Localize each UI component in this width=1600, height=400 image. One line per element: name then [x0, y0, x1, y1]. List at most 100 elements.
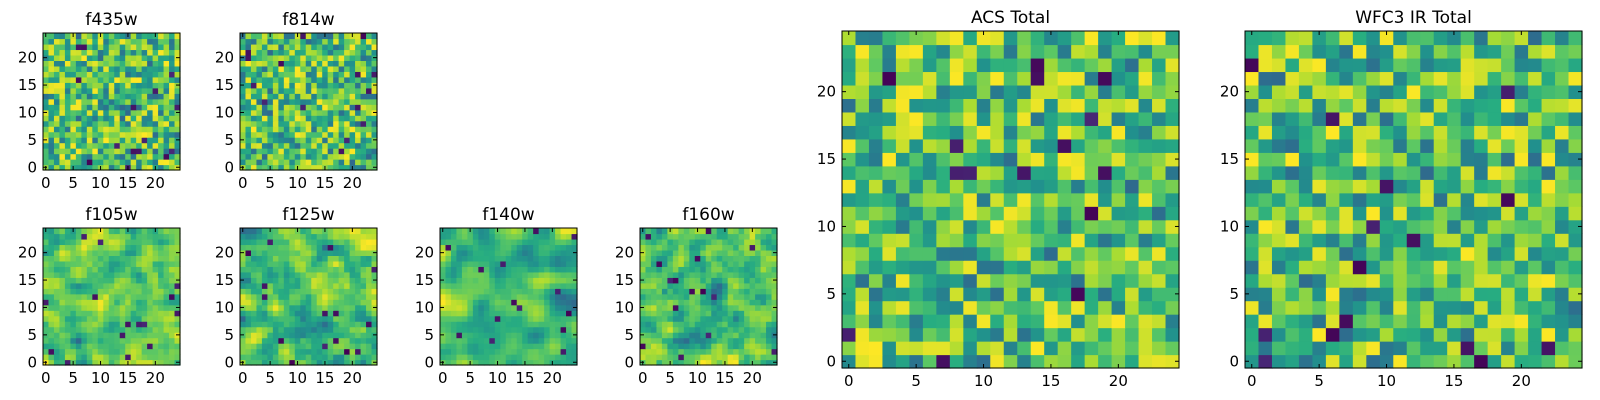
- heatmap-cell: [97, 299, 104, 306]
- heatmap-cell: [522, 271, 529, 278]
- heatmap-cell: [316, 310, 323, 317]
- heatmap-cell: [683, 343, 690, 350]
- heatmap-cell: [59, 315, 66, 322]
- heatmap-cell: [922, 246, 937, 261]
- heatmap-cell: [1030, 192, 1045, 207]
- heatmap-cell: [338, 120, 345, 127]
- heatmap-cell: [771, 238, 778, 246]
- heatmap-cell: [478, 260, 485, 267]
- heatmap-cell: [141, 76, 148, 83]
- heatmap-cell: [75, 348, 82, 355]
- heatmap-cell: [125, 159, 132, 166]
- heatmap-cell: [440, 288, 447, 295]
- heatmap-cell: [678, 255, 685, 262]
- heatmap-cell: [338, 54, 345, 61]
- heatmap-cell: [59, 348, 66, 355]
- heatmap-cell: [936, 314, 951, 329]
- heatmap-cell: [59, 142, 66, 149]
- heatmap-cell: [349, 71, 356, 78]
- heatmap-cell: [245, 337, 252, 344]
- heatmap-cell: [355, 299, 362, 306]
- heatmap-cell: [130, 288, 137, 295]
- heatmap-cell: [1098, 192, 1113, 207]
- heatmap-cell: [86, 120, 93, 127]
- heatmap-cell: [300, 159, 307, 166]
- heatmap-cell: [174, 115, 181, 122]
- heatmap-cell: [949, 327, 964, 342]
- heatmap-cell: [344, 238, 351, 246]
- heatmap-cell: [92, 359, 99, 366]
- heatmap-cell: [245, 98, 252, 105]
- heatmap-cell: [108, 348, 115, 355]
- heatmap-cell: [1098, 138, 1113, 153]
- heatmap-cell: [1514, 300, 1529, 315]
- heatmap-cell: [544, 233, 551, 240]
- heatmap-cell: [661, 299, 668, 306]
- heatmap-cell: [64, 310, 71, 317]
- heatmap-cell: [125, 82, 132, 89]
- heatmap-cell: [300, 326, 307, 333]
- heatmap-cell: [169, 153, 176, 160]
- heatmap-cell: [505, 255, 512, 262]
- heatmap-cell: [760, 354, 767, 361]
- heatmap-cell: [103, 299, 110, 306]
- heatmap-cell: [440, 321, 447, 328]
- heatmap-cell: [1044, 327, 1059, 342]
- heatmap-cell: [250, 131, 258, 138]
- heatmap-cell: [119, 255, 126, 262]
- heatmap-cell: [141, 126, 148, 133]
- heatmap-cell: [114, 33, 121, 40]
- plot-frame: [239, 227, 378, 366]
- heatmap-cell: [349, 304, 356, 311]
- heatmap-cell: [1501, 354, 1516, 369]
- heatmap-cell: [64, 142, 71, 149]
- heatmap-cell: [130, 321, 137, 328]
- x-tick-label: 20: [343, 174, 362, 192]
- heatmap-cell: [650, 277, 658, 284]
- heatmap-cell: [511, 348, 518, 355]
- heatmap-cell: [158, 310, 165, 317]
- heatmap-cell: [1044, 138, 1059, 153]
- heatmap-cell: [163, 288, 170, 295]
- heatmap-cell: [136, 310, 143, 317]
- heatmap-cell: [245, 288, 252, 295]
- heatmap-cell: [147, 337, 154, 344]
- heatmap-cell: [1339, 179, 1354, 194]
- heatmap-cell: [678, 337, 685, 344]
- heatmap-cell: [289, 255, 296, 262]
- heatmap-cell: [1057, 98, 1072, 113]
- heatmap-cell: [483, 343, 490, 350]
- heatmap-cell: [48, 332, 55, 339]
- heatmap-cell: [108, 315, 115, 322]
- heatmap-cell: [305, 348, 312, 355]
- heatmap-cell: [678, 260, 685, 267]
- heatmap-cell: [283, 126, 290, 133]
- heatmap-cell: [640, 266, 647, 273]
- heatmap-cell: [333, 233, 340, 240]
- heatmap-cell: [645, 282, 652, 289]
- heatmap-cell: [549, 343, 556, 350]
- heatmap-cell: [174, 238, 181, 246]
- heatmap-cell: [360, 299, 367, 306]
- heatmap-cell: [360, 148, 367, 155]
- heatmap-cell: [1325, 341, 1340, 356]
- heatmap-cell: [1312, 260, 1327, 275]
- heatmap-cell: [43, 271, 50, 278]
- heatmap-cell: [1098, 206, 1113, 221]
- heatmap-cell: [283, 43, 290, 51]
- heatmap-cell: [456, 359, 463, 366]
- heatmap-cell: [278, 288, 285, 295]
- heatmap-cell: [338, 282, 345, 289]
- heatmap-cell: [733, 354, 740, 361]
- heatmap-cell: [1352, 300, 1367, 315]
- heatmap-cell: [75, 148, 82, 155]
- heatmap-cell: [360, 321, 367, 328]
- heatmap-cell: [571, 326, 578, 333]
- heatmap-cell: [125, 60, 132, 67]
- heatmap-cell: [147, 76, 154, 83]
- heatmap-cell: [1487, 273, 1502, 288]
- heatmap-cell: [338, 343, 345, 350]
- heatmap-cell: [163, 109, 170, 116]
- heatmap-cell: [1568, 327, 1583, 342]
- heatmap-cell: [338, 266, 345, 273]
